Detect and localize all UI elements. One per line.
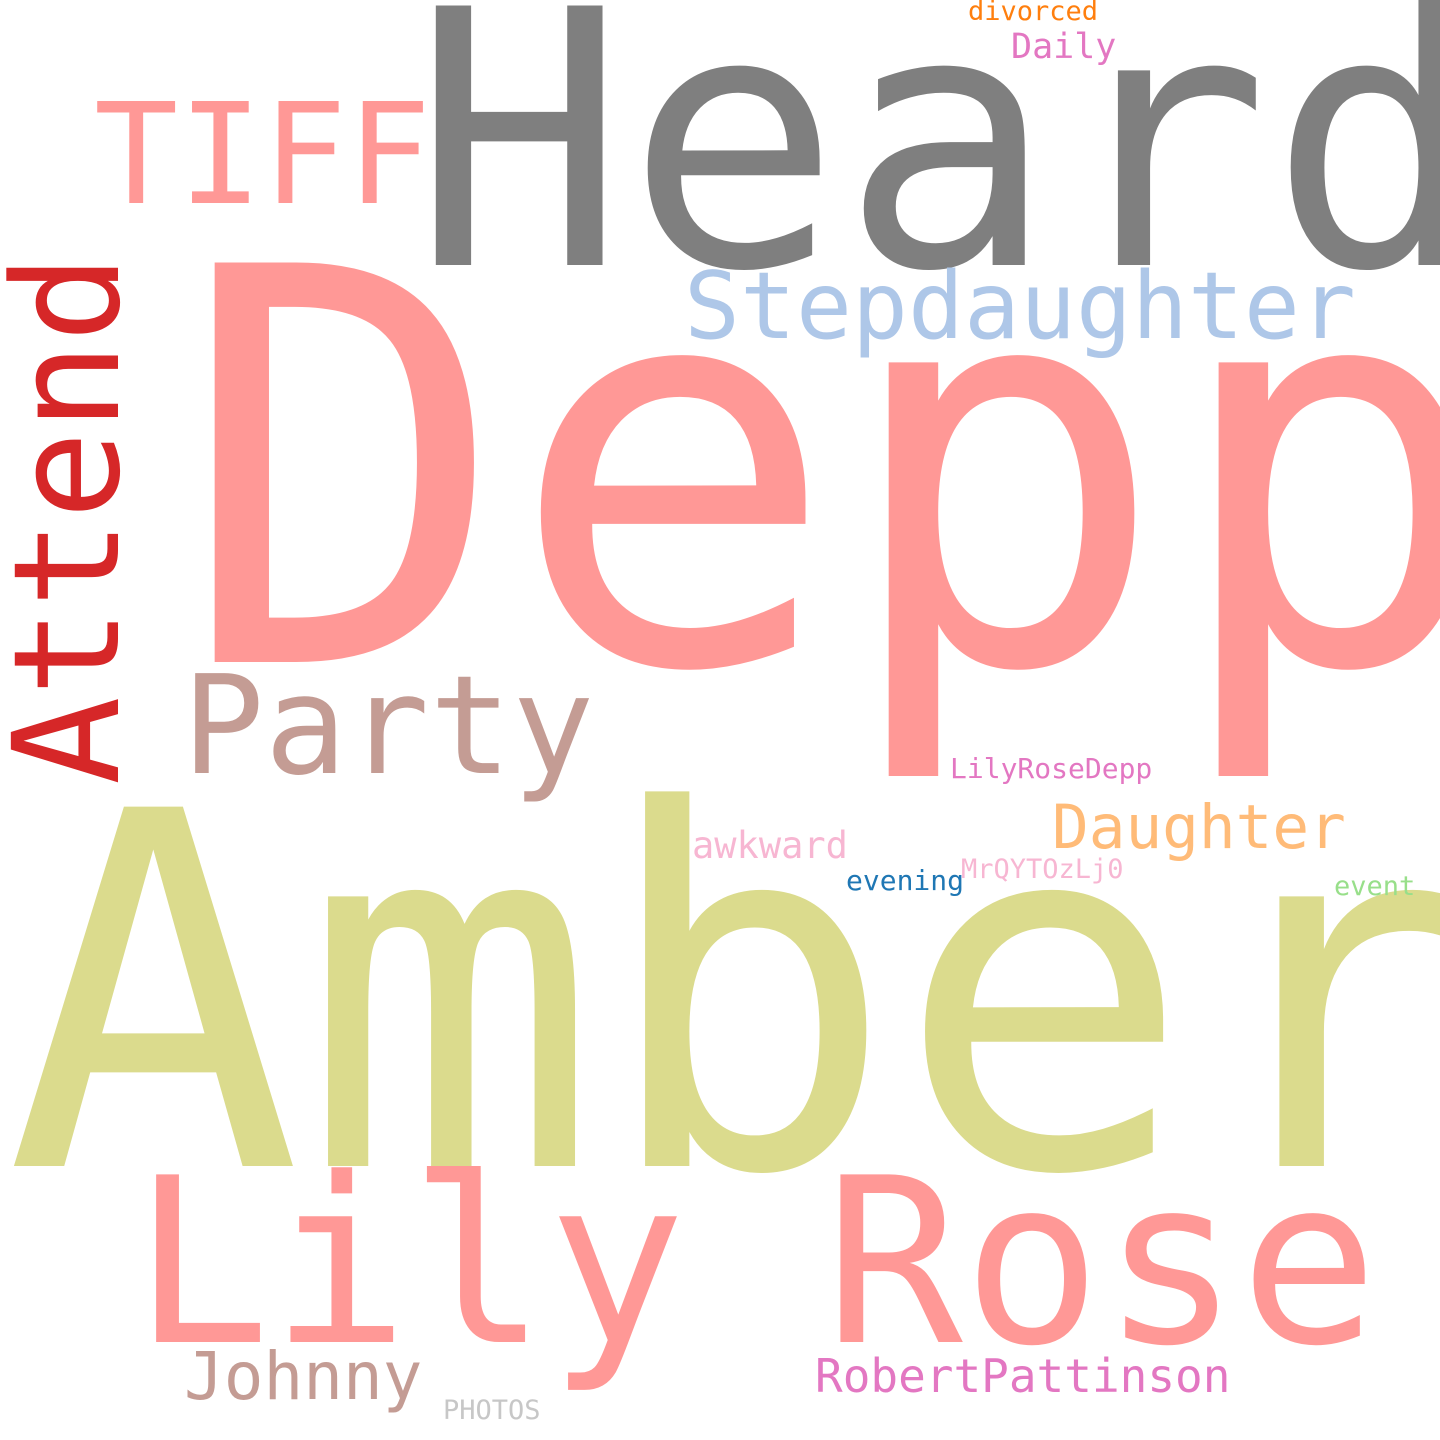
word-lily-rose: Lily Rose — [132, 1130, 1378, 1397]
word-attend: Attend — [0, 254, 153, 785]
word-party: Party — [182, 647, 594, 806]
word-event: event — [1334, 871, 1415, 902]
word-robertpattinson: RobertPattinson — [815, 1349, 1230, 1403]
word-evening: evening — [846, 864, 964, 897]
word-johnny: Johnny — [184, 1338, 422, 1415]
word-lilyrosedepp: LilyRoseDepp — [950, 752, 1152, 785]
word-daughter: Daughter — [1052, 792, 1346, 863]
word-daily: Daily — [1011, 27, 1116, 67]
word-photos: PHOTOS — [443, 1395, 541, 1426]
word-heard: Heard — [412, 0, 1440, 349]
word-mrqytozlj0: MrQYTOzLj0 — [961, 854, 1124, 885]
word-divorced: divorced — [968, 0, 1098, 27]
word-stepdaughter: Stepdaughter — [684, 252, 1356, 360]
word-depp: Depp — [178, 154, 1440, 792]
word-amber: Amber — [5, 709, 1440, 1283]
word-awkward: awkward — [692, 824, 848, 867]
word-tiff: TIFF — [94, 74, 431, 237]
